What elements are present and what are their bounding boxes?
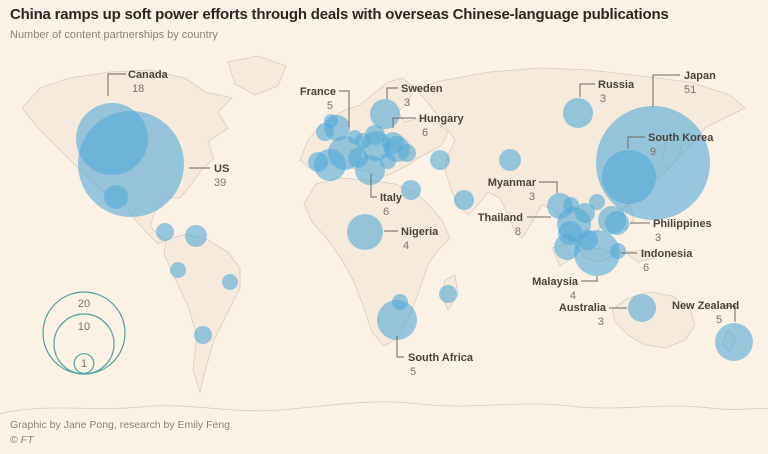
bubble-russia bbox=[563, 98, 593, 128]
greenland-shape bbox=[227, 55, 287, 96]
label-philippines: Philippines bbox=[653, 218, 712, 230]
bubble-australia bbox=[628, 294, 656, 322]
value-italy: 6 bbox=[383, 206, 389, 218]
callout-myanmar bbox=[539, 181, 558, 193]
value-philippines: 3 bbox=[655, 232, 661, 244]
label-sweden: Sweden bbox=[401, 83, 443, 95]
label-us: US bbox=[214, 163, 229, 175]
bubble bbox=[170, 262, 186, 278]
label-indonesia: Indonesia bbox=[641, 248, 693, 260]
value-hungary: 6 bbox=[422, 127, 428, 139]
label-south-africa: South Africa bbox=[408, 352, 474, 364]
antarctica-coastline bbox=[0, 401, 768, 415]
label-canada: Canada bbox=[128, 69, 169, 81]
bubble bbox=[454, 190, 474, 210]
callout-france bbox=[339, 90, 350, 127]
footer: Graphic by Jane Pong, research by Emily … bbox=[10, 418, 230, 448]
label-south-korea: South Korea bbox=[648, 132, 714, 144]
value-malaysia: 4 bbox=[570, 290, 576, 302]
bubble-south-korea bbox=[602, 150, 656, 204]
callout-sweden bbox=[386, 87, 398, 99]
ft-brand: FT bbox=[20, 433, 34, 446]
label-nigeria: Nigeria bbox=[401, 226, 439, 238]
value-myanmar: 3 bbox=[529, 191, 535, 203]
legend-circle-1 bbox=[73, 353, 95, 374]
bubble-nigeria bbox=[347, 214, 383, 250]
bubbles-layer bbox=[76, 98, 753, 361]
africa-shape bbox=[303, 177, 451, 347]
bubble bbox=[499, 149, 521, 171]
label-malaysia: Malaysia bbox=[532, 276, 579, 288]
callout-russia bbox=[579, 83, 595, 97]
label-russia: Russia bbox=[598, 79, 635, 91]
bubble-indonesia bbox=[574, 230, 620, 276]
callout-south-africa bbox=[396, 336, 404, 358]
value-russia: 3 bbox=[600, 93, 606, 105]
bubble bbox=[401, 180, 421, 200]
value-thailand: 8 bbox=[515, 226, 521, 238]
label-new-zealand: New Zealand bbox=[672, 300, 739, 312]
bubble-malaysia bbox=[554, 234, 580, 260]
legend-circle-10 bbox=[53, 313, 115, 375]
bubble bbox=[308, 152, 328, 172]
callout-south-korea bbox=[627, 136, 645, 149]
label-australia: Australia bbox=[559, 302, 607, 314]
legend-value-10: 10 bbox=[78, 321, 90, 333]
callouts-layer bbox=[107, 73, 736, 358]
label-france: France bbox=[300, 86, 336, 98]
labels-layer: Canada18US39France5Sweden3Hungary6Italy6… bbox=[128, 69, 739, 378]
bubble-france bbox=[328, 136, 362, 170]
bubble-hungary bbox=[384, 136, 410, 162]
callout-hungary bbox=[392, 117, 416, 128]
credit-line: Graphic by Jane Pong, research by Emily … bbox=[10, 418, 231, 431]
value-nigeria: 4 bbox=[403, 240, 409, 252]
label-hungary: Hungary bbox=[419, 113, 465, 125]
value-south-africa: 5 bbox=[410, 366, 416, 378]
callout-canada bbox=[107, 73, 126, 96]
size-legend: 20 10 1 bbox=[42, 291, 126, 375]
copyright-line: © FT bbox=[10, 433, 230, 448]
bubble-thailand bbox=[557, 207, 591, 241]
value-japan: 51 bbox=[684, 84, 696, 96]
bubble bbox=[156, 223, 174, 241]
bubble bbox=[589, 194, 605, 210]
value-south-korea: 9 bbox=[650, 146, 656, 158]
bubble-us bbox=[78, 111, 184, 217]
bubble bbox=[324, 114, 338, 128]
bubble bbox=[439, 285, 457, 303]
chart-subtitle: Number of content partnerships by countr… bbox=[10, 29, 218, 41]
value-canada: 18 bbox=[132, 83, 144, 95]
bubble-sweden bbox=[370, 99, 400, 129]
south-america-shape bbox=[163, 233, 241, 393]
callout-malaysia bbox=[581, 276, 598, 282]
callout-new-zealand bbox=[723, 305, 736, 322]
callout-italy bbox=[370, 174, 377, 198]
copyright-symbol: © bbox=[10, 433, 18, 446]
value-us: 39 bbox=[214, 177, 226, 189]
label-thailand: Thailand bbox=[478, 212, 523, 224]
bubble bbox=[194, 326, 212, 344]
chart-title: China ramps up soft power efforts throug… bbox=[10, 6, 669, 23]
bubble-new-zealand bbox=[715, 323, 753, 361]
bubble bbox=[430, 150, 450, 170]
label-myanmar: Myanmar bbox=[488, 177, 537, 189]
value-france: 5 bbox=[327, 100, 333, 112]
bubble-philippines bbox=[605, 211, 629, 235]
legend-value-20: 20 bbox=[78, 298, 90, 310]
bubble bbox=[185, 225, 207, 247]
callout-japan bbox=[652, 74, 680, 107]
bubble bbox=[222, 274, 238, 290]
label-japan: Japan bbox=[684, 70, 716, 82]
value-sweden: 3 bbox=[404, 97, 410, 109]
label-italy: Italy bbox=[380, 192, 403, 204]
value-indonesia: 6 bbox=[643, 262, 649, 274]
legend-value-1: 1 bbox=[81, 358, 87, 370]
bubble-italy bbox=[355, 155, 385, 185]
value-new-zealand: 5 bbox=[716, 314, 722, 326]
value-australia: 3 bbox=[598, 316, 604, 328]
bubble-south-africa bbox=[377, 300, 417, 340]
